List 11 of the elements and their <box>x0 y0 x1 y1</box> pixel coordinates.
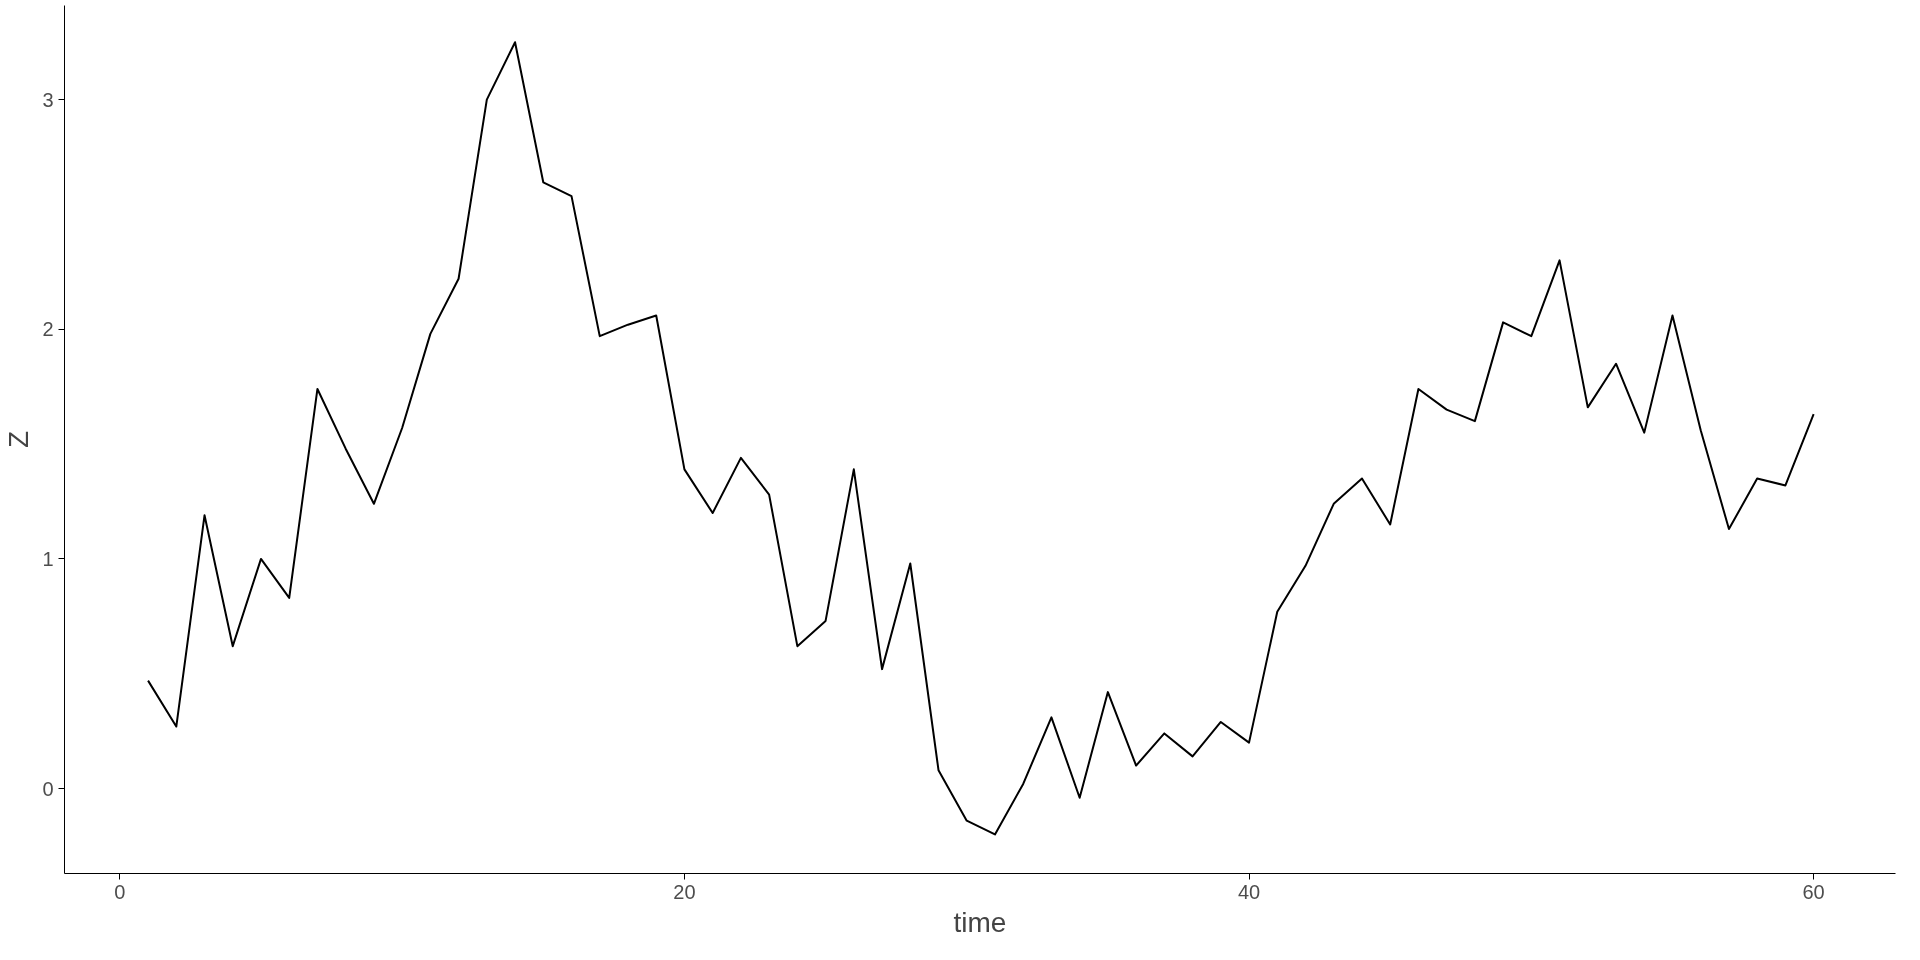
y-tick-label: 1 <box>42 547 54 570</box>
line-series <box>147 41 1815 836</box>
y-axis-title: Z <box>3 430 35 449</box>
x-tick-label: 0 <box>114 880 126 903</box>
y-tick-label: 0 <box>42 777 54 800</box>
x-tick-label: 20 <box>673 880 696 903</box>
x-tick-label: 60 <box>1802 880 1825 903</box>
y-tick-label: 3 <box>42 88 54 111</box>
x-axis-title: time <box>953 906 1007 938</box>
x-tick-label: 40 <box>1237 880 1261 903</box>
y-tick-label: 2 <box>42 318 54 341</box>
